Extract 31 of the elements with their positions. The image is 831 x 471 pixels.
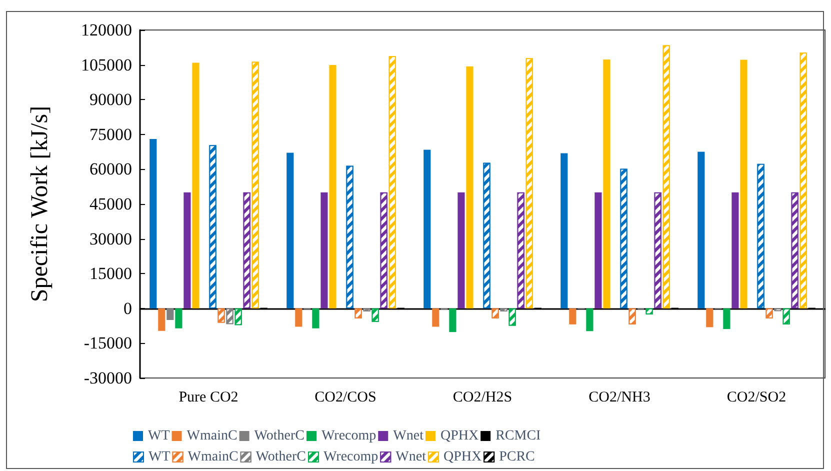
y-tick-label: 45000 (90, 194, 132, 214)
y-tick-label: 15000 (90, 264, 132, 284)
y-tick-label: 120000 (81, 20, 132, 40)
y-tick-label: -30000 (84, 368, 132, 388)
legend-label: Wnet (393, 428, 424, 444)
legend-label: QPHX (440, 428, 479, 444)
legend-label: Wrecomp (324, 450, 378, 464)
y-axis-title: Specific Work [kJ/s] (27, 106, 53, 302)
x-tick-label: CO2/H2S (452, 390, 512, 406)
y-tick-label: 30000 (90, 229, 132, 248)
y-tick-label: -15000 (84, 334, 132, 353)
y-tick-label: 60000 (90, 160, 132, 179)
legend-label: PCRC (499, 450, 535, 464)
x-tick-label: Pure CO2 (178, 390, 238, 406)
legend-label: WT (148, 428, 170, 444)
legend-label: WT (148, 450, 171, 464)
legend-label: Wrecomp (322, 428, 376, 444)
x-tick-label: CO2/NH3 (588, 390, 650, 406)
legend-label: Wnet (396, 450, 426, 464)
y-tick-label: 0 (124, 298, 132, 318)
legend-label: WmainC (188, 450, 238, 464)
legend-label: WotherC (256, 450, 306, 464)
legend-label: WotherC (254, 428, 305, 444)
y-tick-label: 105000 (81, 55, 132, 74)
y-tick-label: 75000 (90, 124, 132, 144)
legend-label: QPHX (443, 450, 482, 464)
legend-label: WmainC (186, 428, 238, 444)
x-tick-label: CO2/SO2 (726, 390, 786, 406)
legend-label: RCMCI (496, 428, 542, 444)
x-tick-label: CO2/COS (314, 390, 376, 406)
y-tick-label: 90000 (90, 90, 132, 110)
